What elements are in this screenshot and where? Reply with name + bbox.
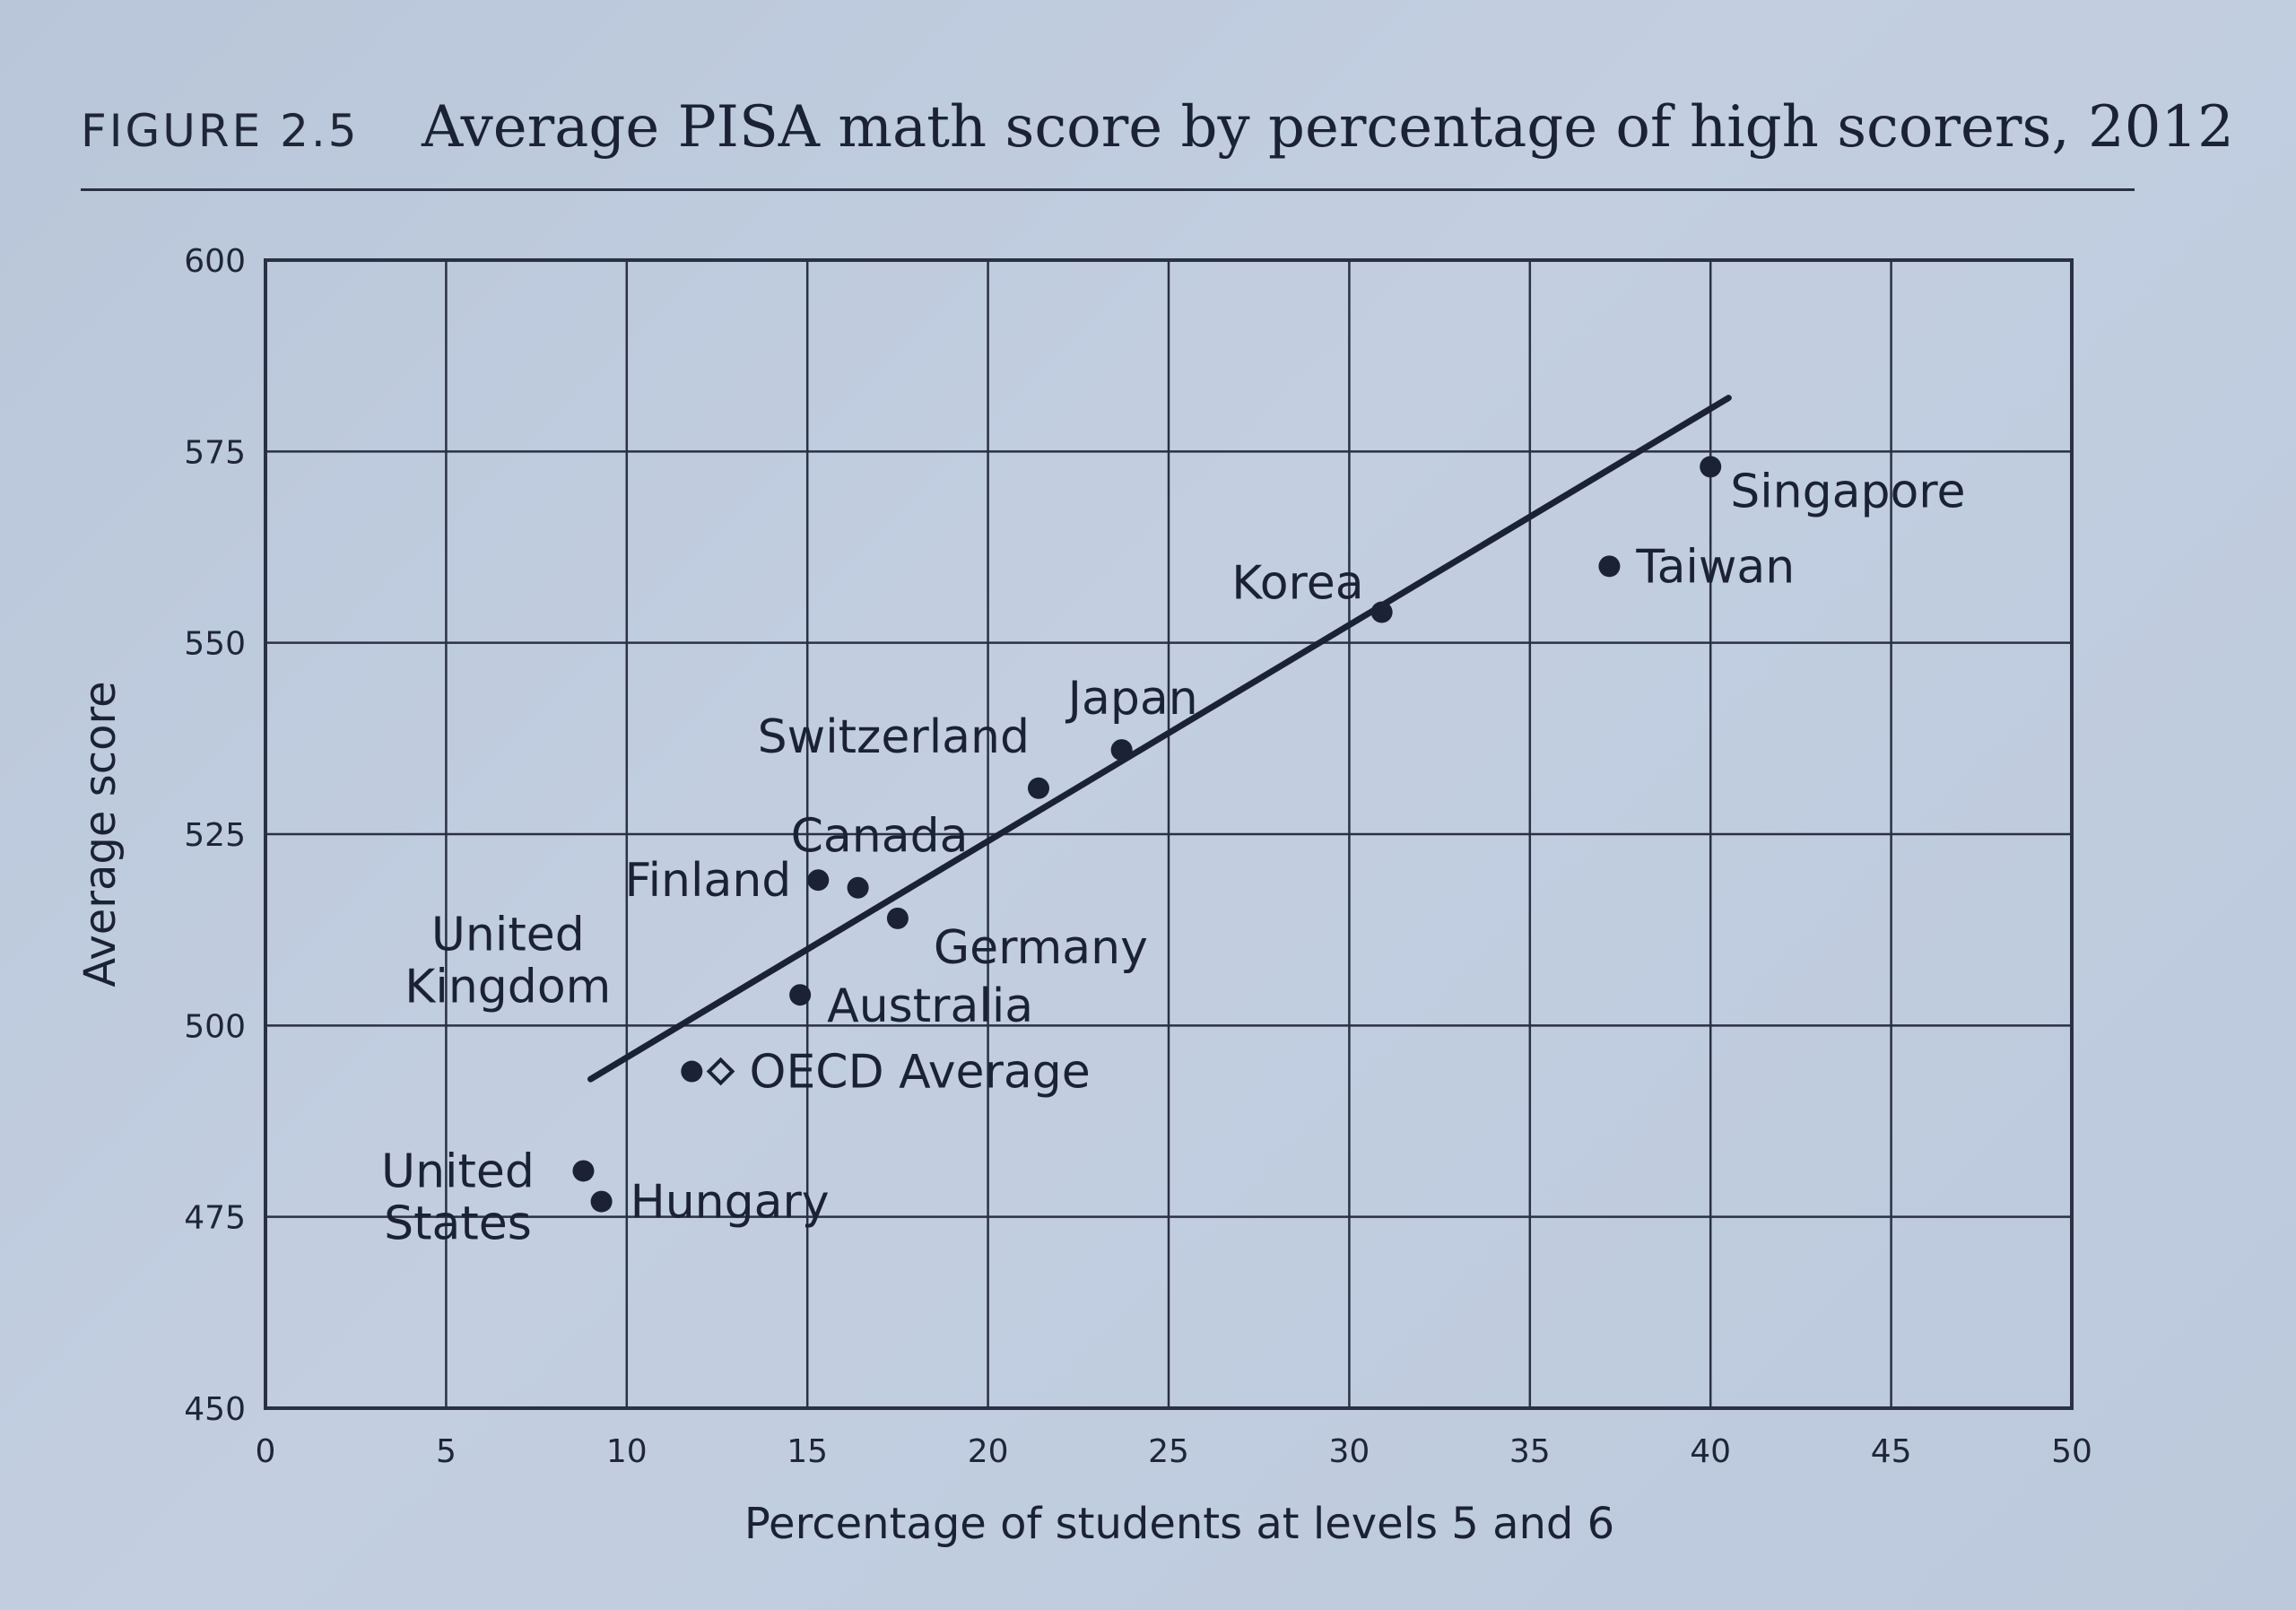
grid-layer [264, 258, 2074, 1410]
x-tick-label: 0 [256, 1433, 276, 1470]
x-tick-label: 10 [606, 1433, 648, 1470]
x-tick-label: 15 [787, 1433, 828, 1470]
point-united-kingdom [681, 1060, 703, 1083]
x-tick-label: 40 [1690, 1433, 1731, 1470]
header-rule [81, 188, 2135, 191]
y-tick-label: 475 [184, 1200, 246, 1237]
label-hungary: Hungary [631, 1176, 830, 1230]
point-japan [1110, 739, 1133, 761]
point-germany [886, 907, 909, 929]
trend-line [587, 395, 1732, 1083]
point-united-states [572, 1160, 595, 1182]
label-switzerland: Switzerland [758, 710, 1030, 764]
x-tick-label: 5 [436, 1433, 457, 1470]
label-finland: Finland [624, 854, 791, 908]
point-oecd-average [706, 1057, 735, 1086]
label-germany: Germany [934, 921, 1148, 975]
y-tick-label: 575 [184, 434, 246, 471]
label-united-states: United States [381, 1144, 535, 1250]
label-oecd-average: OECD Average [750, 1046, 1091, 1100]
label-canada: Canada [791, 810, 969, 864]
figure-title: Average PISA math score by percentage of… [422, 94, 2234, 161]
point-canada [847, 876, 869, 899]
x-tick-label: 45 [1871, 1433, 1912, 1470]
x-axis-title: Percentage of students at levels 5 and 6 [744, 1499, 1614, 1549]
x-tick-label: 20 [968, 1433, 1009, 1470]
y-tick-label: 450 [184, 1391, 246, 1428]
y-tick-label: 550 [184, 626, 246, 663]
point-taiwan [1598, 555, 1621, 578]
x-tick-label: 35 [1509, 1433, 1551, 1470]
label-taiwan: Taiwan [1635, 540, 1795, 594]
point-korea [1370, 601, 1393, 623]
figure-header: FIGURE 2.5 Average PISA math score by pe… [81, 85, 2234, 193]
y-tick-label: 525 [184, 817, 246, 854]
y-axis-title: Average score [75, 681, 126, 987]
label-singapore: Singapore [1730, 465, 1965, 518]
y-tick-label: 500 [184, 1008, 246, 1045]
y-tick-label: 600 [184, 243, 246, 280]
labels-layer: Singapore Taiwan Korea Japan Switzerland Cana… [381, 465, 1966, 1250]
label-united-kingdom: United Kingdom [404, 909, 611, 1014]
x-tick-label: 25 [1148, 1433, 1189, 1470]
label-korea: Korea [1231, 557, 1363, 611]
point-finland [807, 869, 830, 892]
figure-label: FIGURE 2.5 [81, 105, 360, 157]
x-tick-label: 50 [2051, 1433, 2092, 1470]
trend-layer [587, 395, 1732, 1083]
point-australia [789, 984, 812, 1006]
x-tick-label: 30 [1328, 1433, 1370, 1470]
label-australia: Australia [827, 979, 1033, 1033]
point-hungary [590, 1190, 613, 1213]
point-singapore [1700, 456, 1722, 478]
ticks-layer: 0 5 10 15 20 25 30 35 40 45 50 450 475 500 525 550 575 60… [184, 243, 2092, 1470]
point-switzerland [1027, 777, 1049, 799]
points-layer [572, 456, 1722, 1213]
label-japan: Japan [1065, 672, 1198, 726]
